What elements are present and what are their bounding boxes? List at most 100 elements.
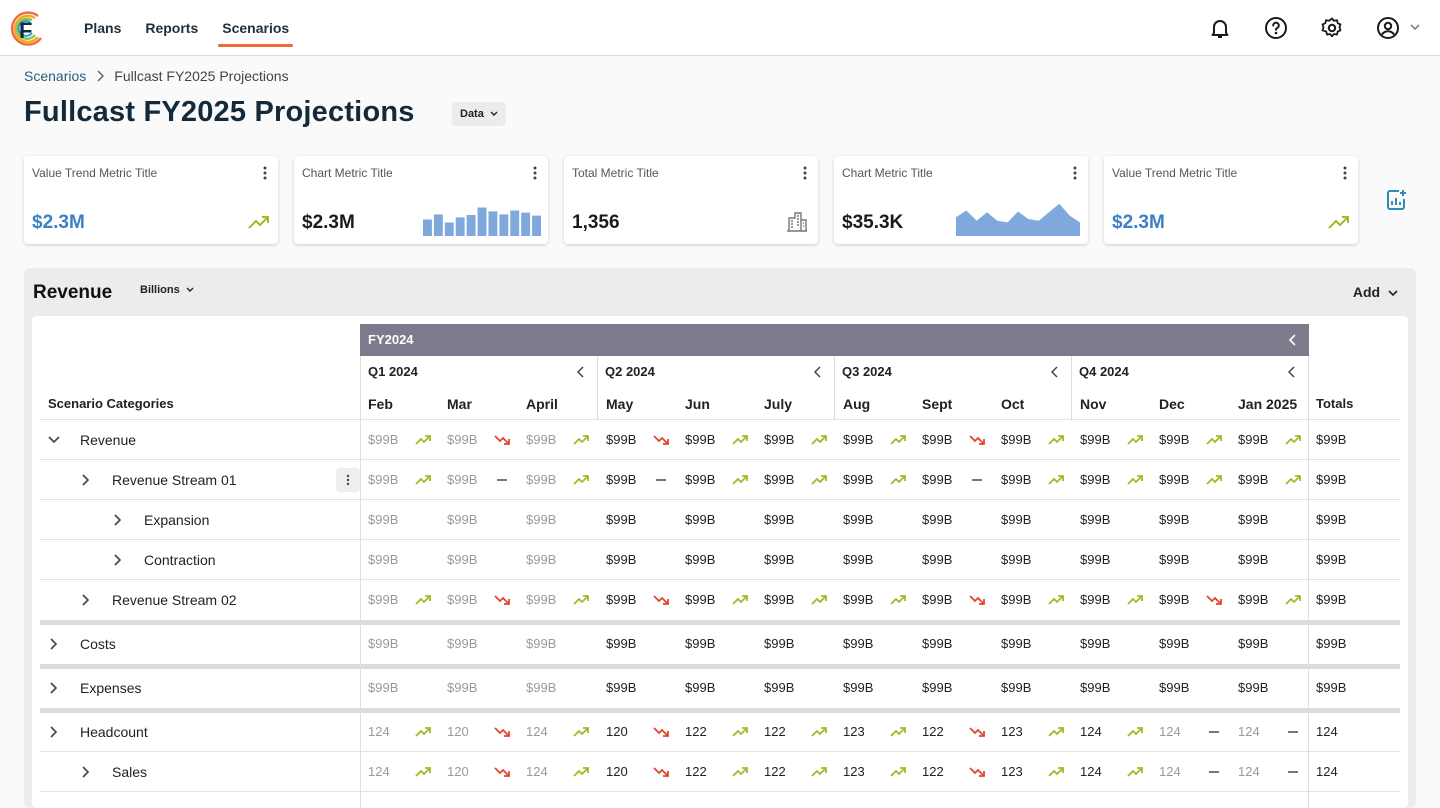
metric-card[interactable]: Value Trend Metric Title $2.3M [24, 156, 278, 244]
value-cell[interactable]: $99B [1001, 512, 1032, 527]
metric-card[interactable]: Total Metric Title 1,356 [564, 156, 818, 244]
kebab-menu-icon[interactable] [1342, 165, 1348, 181]
value-cell[interactable]: $99B [1238, 432, 1269, 447]
help-icon[interactable] [1264, 16, 1288, 40]
table-row[interactable]: Revenue Stream 01 $99B $99B $99B $99B $99B $99… [40, 460, 1400, 500]
value-cell[interactable]: $99B [447, 432, 478, 447]
chevron-right-icon[interactable] [48, 726, 60, 738]
value-cell[interactable]: $99B [447, 552, 478, 567]
value-cell[interactable]: $99B [606, 552, 637, 567]
value-cell[interactable]: 123 [1001, 764, 1023, 779]
chevron-left-icon[interactable] [1051, 366, 1059, 378]
value-cell[interactable]: 123 [843, 764, 865, 779]
kebab-menu-icon[interactable] [262, 165, 268, 181]
value-cell[interactable]: $99B [606, 636, 637, 651]
value-cell[interactable]: $99B [368, 432, 399, 447]
value-cell[interactable]: 122 [764, 724, 786, 739]
metric-card[interactable]: Chart Metric Title $35.3K [834, 156, 1088, 244]
value-cell[interactable]: $99B [526, 432, 557, 447]
value-cell[interactable]: 124 [1080, 724, 1102, 739]
chevron-down-icon[interactable] [1408, 20, 1422, 34]
value-cell[interactable]: $99B [685, 432, 716, 447]
kebab-menu-icon[interactable] [802, 165, 808, 181]
value-cell[interactable]: 123 [1001, 724, 1023, 739]
kebab-menu-icon[interactable] [1072, 165, 1078, 181]
table-row[interactable]: Sales 124 120 124 120 122 122 123 122 123 124 124 12… [40, 752, 1400, 792]
table-row[interactable]: Expansion $99B $99B $99B $99B $99B $99B $99B $99… [40, 500, 1400, 540]
value-cell[interactable]: $99B [526, 592, 557, 607]
table-row[interactable]: Revenue Stream 02 $99B $99B $99B $99B $99B $99… [40, 580, 1400, 620]
value-cell[interactable]: $99B [685, 636, 716, 651]
table-row[interactable]: Revenue $99B $99B $99B $99B $99B $99B $99B $99B $… [40, 420, 1400, 460]
value-cell[interactable]: 122 [685, 724, 707, 739]
value-cell[interactable]: $99B [1080, 552, 1111, 567]
value-cell[interactable]: $99B [764, 552, 795, 567]
value-cell[interactable]: $99B [685, 472, 716, 487]
chevron-right-icon[interactable] [112, 554, 124, 566]
metric-card[interactable]: Chart Metric Title $2.3M [294, 156, 548, 244]
value-cell[interactable]: $99B [368, 680, 399, 695]
value-cell[interactable]: $99B [843, 680, 874, 695]
value-cell[interactable]: 124 [368, 764, 390, 779]
value-cell[interactable]: $99B [1159, 636, 1190, 651]
value-cell[interactable]: $99B [922, 680, 953, 695]
value-cell[interactable]: $99B [1080, 432, 1111, 447]
value-cell[interactable]: $99B [843, 636, 874, 651]
value-cell[interactable]: $99B [606, 432, 637, 447]
value-cell[interactable]: 124 [368, 724, 390, 739]
value-cell[interactable]: $99B [922, 472, 953, 487]
value-cell[interactable]: 120 [606, 764, 628, 779]
value-cell[interactable]: $99B [1159, 592, 1190, 607]
value-cell[interactable]: $99B [764, 680, 795, 695]
value-cell[interactable]: 120 [447, 764, 469, 779]
value-cell[interactable]: $99B [526, 512, 557, 527]
value-cell[interactable]: 122 [922, 764, 944, 779]
chevron-left-icon[interactable] [1288, 366, 1296, 378]
value-cell[interactable]: 122 [685, 764, 707, 779]
value-cell[interactable]: $99B [1080, 680, 1111, 695]
value-cell[interactable]: $99B [764, 432, 795, 447]
value-cell[interactable]: $99B [368, 592, 399, 607]
value-cell[interactable]: $99B [1080, 592, 1111, 607]
chevron-down-icon[interactable] [48, 434, 60, 446]
value-cell[interactable]: $99B [606, 592, 637, 607]
value-cell[interactable]: 123 [843, 724, 865, 739]
value-cell[interactable]: $99B [447, 636, 478, 651]
table-row[interactable]: Expenses $99B $99B $99B $99B $99B $99B $99B $99B… [40, 668, 1400, 708]
value-cell[interactable]: $99B [1159, 512, 1190, 527]
value-cell[interactable]: 124 [1159, 764, 1181, 779]
chevron-right-icon[interactable] [80, 766, 92, 778]
nav-scenarios[interactable]: Scenarios [218, 0, 294, 56]
nav-plans[interactable]: Plans [84, 20, 122, 36]
chevron-left-icon[interactable] [814, 366, 822, 378]
kebab-menu-icon[interactable] [532, 165, 538, 181]
value-cell[interactable]: $99B [922, 552, 953, 567]
value-cell[interactable]: 122 [764, 764, 786, 779]
value-cell[interactable]: $99B [1159, 472, 1190, 487]
row-menu-button[interactable] [336, 468, 360, 492]
value-cell[interactable]: $99B [368, 552, 399, 567]
chevron-right-icon[interactable] [112, 514, 124, 526]
value-cell[interactable]: $99B [843, 552, 874, 567]
value-cell[interactable]: $99B [526, 552, 557, 567]
value-cell[interactable]: $99B [368, 636, 399, 651]
value-cell[interactable]: $99B [685, 552, 716, 567]
value-cell[interactable]: $99B [606, 472, 637, 487]
value-cell[interactable]: $99B [1238, 472, 1269, 487]
value-cell[interactable]: $99B [447, 472, 478, 487]
value-cell[interactable]: $99B [1159, 552, 1190, 567]
value-cell[interactable]: $99B [368, 472, 399, 487]
value-cell[interactable]: $99B [922, 512, 953, 527]
value-cell[interactable]: $99B [606, 512, 637, 527]
value-cell[interactable]: $99B [685, 680, 716, 695]
value-cell[interactable]: $99B [685, 592, 716, 607]
value-cell[interactable]: $99B [843, 472, 874, 487]
value-cell[interactable]: $99B [1238, 512, 1269, 527]
value-cell[interactable]: $99B [1238, 592, 1269, 607]
value-cell[interactable]: $99B [368, 512, 399, 527]
value-cell[interactable]: $99B [447, 512, 478, 527]
fullcast-logo[interactable]: F [8, 8, 46, 48]
chevron-right-icon[interactable] [80, 594, 92, 606]
bell-icon[interactable] [1208, 16, 1232, 40]
value-cell[interactable]: $99B [843, 512, 874, 527]
